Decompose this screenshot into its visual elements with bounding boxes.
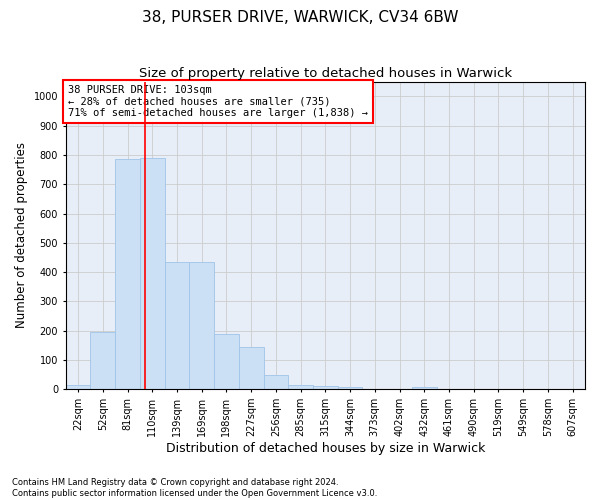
Y-axis label: Number of detached properties: Number of detached properties (15, 142, 28, 328)
Bar (214, 334, 239, 390)
Bar (288, 385, 313, 390)
Bar (65, 385, 91, 390)
Text: Contains HM Land Registry data © Crown copyright and database right 2024.
Contai: Contains HM Land Registry data © Crown c… (12, 478, 377, 498)
Bar (263, 374, 288, 390)
Bar (91, 332, 115, 390)
Bar (412, 387, 437, 390)
Bar (239, 347, 263, 390)
Text: 38 PURSER DRIVE: 103sqm
← 28% of detached houses are smaller (735)
71% of semi-d: 38 PURSER DRIVE: 103sqm ← 28% of detache… (68, 84, 368, 118)
Text: 38, PURSER DRIVE, WARWICK, CV34 6BW: 38, PURSER DRIVE, WARWICK, CV34 6BW (142, 10, 458, 25)
X-axis label: Distribution of detached houses by size in Warwick: Distribution of detached houses by size … (166, 442, 485, 455)
Bar (313, 386, 338, 390)
Bar (140, 158, 164, 390)
Bar (338, 387, 362, 390)
Bar (190, 262, 214, 390)
Bar (115, 160, 140, 390)
Title: Size of property relative to detached houses in Warwick: Size of property relative to detached ho… (139, 68, 512, 80)
Bar (164, 262, 190, 390)
